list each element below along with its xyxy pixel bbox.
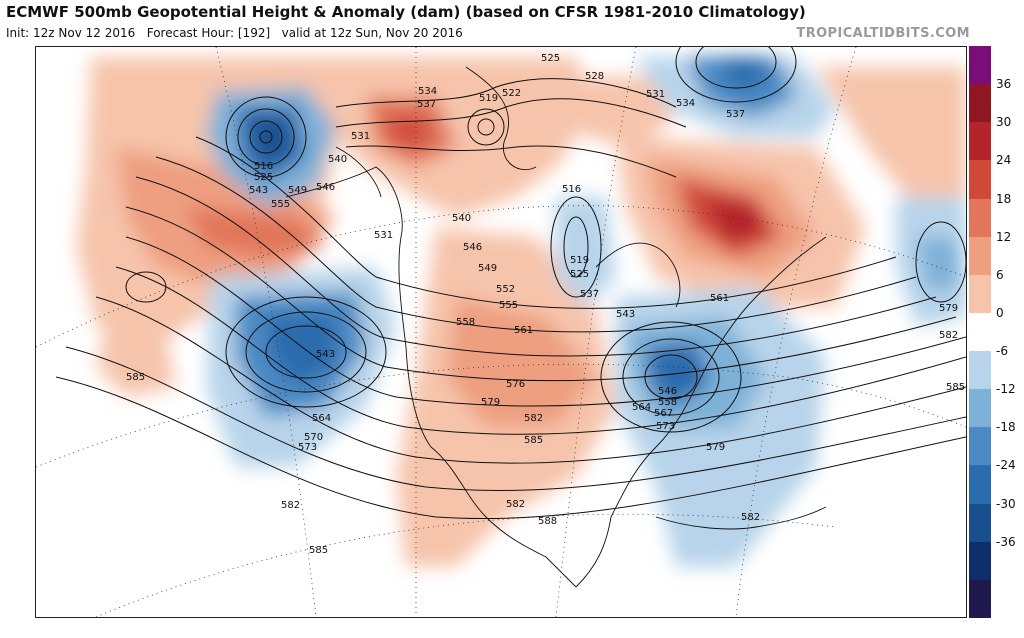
colorbar-segment: [969, 198, 991, 238]
contour-label: 546: [658, 386, 677, 397]
contour-label: 585: [524, 435, 543, 446]
contour-label: 552: [496, 284, 515, 295]
colorbar-segment: [969, 236, 991, 276]
graticule: [36, 47, 966, 617]
colorbar-segment: [969, 579, 991, 619]
valid-time: valid at 12z Sun, Nov 20 2016: [281, 26, 463, 40]
contour-label: 543: [316, 349, 335, 360]
contour-label: 561: [514, 325, 533, 336]
contour-label: 525: [254, 172, 273, 183]
contour-label: 534: [418, 86, 437, 97]
contour-label: 540: [328, 154, 347, 165]
contour-label: 585: [126, 372, 145, 383]
contour-labels: 516 525 543 549 555 546 531 534 537 540 …: [126, 53, 965, 556]
contour-label: 549: [478, 263, 497, 274]
colorbar-segment: [969, 351, 991, 390]
contour-label: 516: [562, 184, 581, 195]
contour-label: 579: [706, 442, 725, 453]
colorbar-tick-label: 0: [996, 305, 1004, 320]
contour-label: 519: [479, 93, 498, 104]
contour-label: 573: [656, 421, 675, 432]
contour-label: 582: [506, 499, 525, 510]
colorbar-tick-label: -36: [996, 534, 1016, 549]
contour-label: 558: [658, 397, 677, 408]
contour-label: 540: [452, 213, 471, 224]
contour-label: 537: [726, 109, 745, 120]
contour-label: 537: [580, 289, 599, 300]
init-time: Init: 12z Nov 12 2016: [6, 26, 136, 40]
contour-label: 576: [506, 379, 525, 390]
map-subtitle: Init: 12z Nov 12 2016 Forecast Hour: [19…: [6, 26, 463, 40]
contour-label: 573: [298, 442, 317, 453]
contour-label: 582: [939, 330, 958, 341]
colorbar-tick-label: 30: [996, 115, 1012, 130]
colorbar-segment: [969, 122, 991, 161]
contour-label: 531: [351, 131, 370, 142]
anomaly-shading: [76, 57, 966, 567]
contour-label: 564: [312, 413, 331, 424]
colorbar-tick-label: 36: [996, 77, 1012, 92]
colorbar: [969, 46, 991, 619]
colorbar-segment: [969, 389, 991, 428]
colorbar-segment: [969, 46, 991, 85]
contour-label: 561: [710, 293, 729, 304]
colorbar-segment: [969, 541, 991, 581]
colorbar-segment: [969, 274, 991, 314]
contour-label: 534: [676, 98, 695, 109]
forecast-hour: Forecast Hour: [192]: [146, 26, 271, 40]
contour-label: 585: [309, 545, 328, 556]
contour-label: 522: [502, 88, 521, 99]
colorbar-tick-label: -18: [996, 420, 1016, 435]
contour-label: 537: [417, 99, 436, 110]
colorbar-tick-label: 12: [996, 229, 1012, 244]
map-canvas: 516 525 543 549 555 546 531 534 537 540 …: [36, 47, 966, 617]
colorbar-segment: [969, 503, 991, 543]
colorbar-tick-label: -30: [996, 496, 1016, 511]
colorbar-tick-label: -12: [996, 382, 1016, 397]
contour-label: 582: [741, 512, 760, 523]
colorbar-tick-label: -24: [996, 458, 1016, 473]
contour-label: 546: [316, 182, 335, 193]
contour-label: 579: [939, 303, 958, 314]
colorbar-segment: [969, 160, 991, 200]
contour-label: 588: [538, 516, 557, 527]
contour-label: 570: [304, 432, 323, 443]
contour-label: 585: [946, 382, 965, 393]
contour-label: 531: [646, 89, 665, 100]
colorbar-tick-label: -6: [996, 344, 1008, 359]
map-title: ECMWF 500mb Geopotential Height & Anomal…: [6, 3, 806, 21]
contour-label: 555: [271, 199, 290, 210]
contour-label: 567: [654, 408, 673, 419]
height-contours: [55, 47, 966, 519]
colorbar-tick-label: 24: [996, 153, 1012, 168]
contour-label: 558: [456, 317, 475, 328]
contour-label: 579: [481, 397, 500, 408]
contour-label: 549: [288, 185, 307, 196]
contour-label: 516: [254, 161, 273, 172]
contour-label: 531: [374, 230, 393, 241]
brand-watermark: TROPICALTIDBITS.COM: [796, 26, 970, 41]
colorbar-tick-label: 18: [996, 191, 1012, 206]
contour-label: 543: [249, 185, 268, 196]
colorbar-segment: [969, 312, 991, 352]
colorbar-segment: [969, 465, 991, 505]
contour-label: 546: [463, 242, 482, 253]
contour-label: 582: [524, 413, 543, 424]
contour-label: 525: [541, 53, 560, 64]
contour-label: 555: [499, 300, 518, 311]
contour-label: 519: [570, 255, 589, 266]
contour-label: 582: [281, 500, 300, 511]
contour-label: 525: [570, 269, 589, 280]
colorbar-segment: [969, 84, 991, 123]
contour-label: 528: [585, 71, 604, 82]
colorbar-tick-label: 6: [996, 267, 1004, 282]
contour-label: 564: [632, 402, 651, 413]
colorbar-segment: [969, 427, 991, 466]
contour-label: 543: [616, 309, 635, 320]
map-panel: 516 525 543 549 555 546 531 534 537 540 …: [35, 46, 967, 618]
